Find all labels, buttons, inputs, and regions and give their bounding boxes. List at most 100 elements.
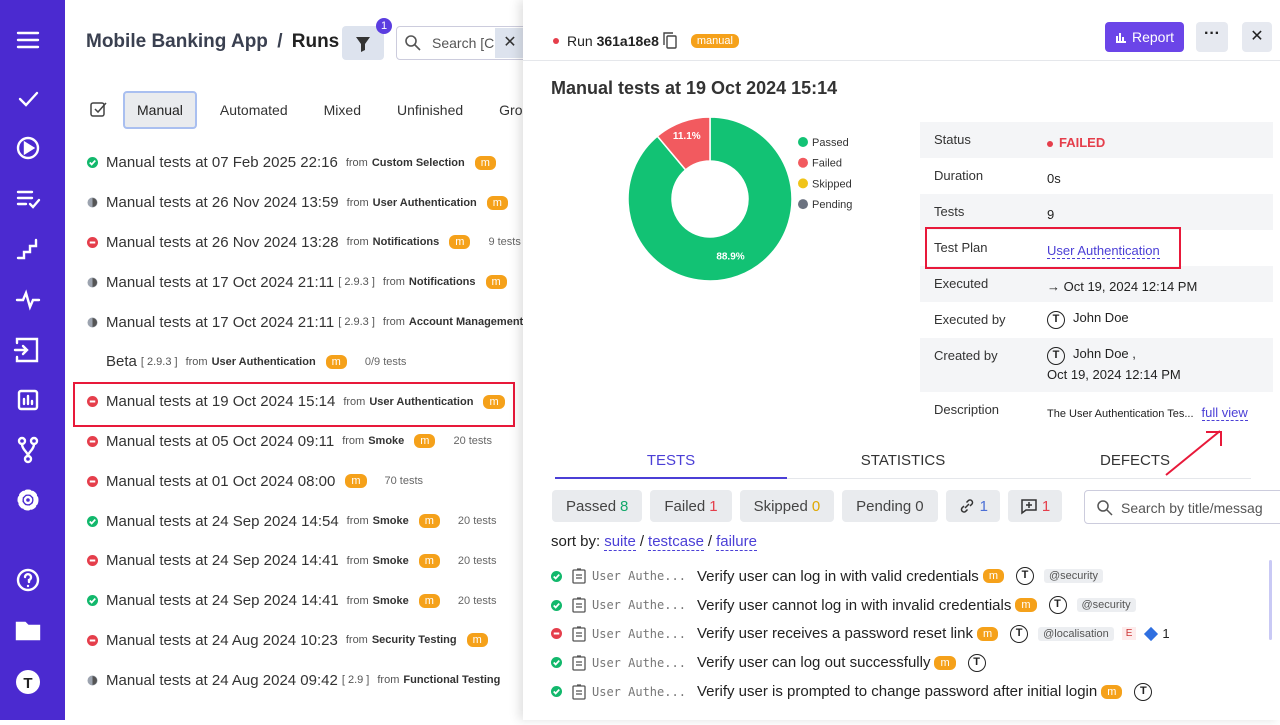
manual-badge: m [418,593,440,608]
detail-value-text: John Doe , [1073,346,1136,361]
filter-count: 8 [620,497,629,515]
test-title: Verify user can log in with valid creden… [697,567,979,585]
projects-icon[interactable] [15,621,41,641]
menu-icon[interactable] [16,31,40,49]
detail-row: Executed → Oct 19, 2024 12:14 PM [920,266,1273,302]
copy-icon[interactable] [659,32,683,50]
run-row[interactable]: Manual tests at 26 Nov 2024 13:59 from Use… [65,183,523,223]
status-icon [87,157,98,169]
run-row[interactable]: Manual tests at 01 Oct 2024 08:00 m 70 tes… [65,461,523,501]
run-id-row: Run 361a18e8 manual [553,32,745,50]
check [89,518,96,525]
run-tab[interactable]: Grou [499,102,523,118]
sort-option[interactable]: failure [716,533,757,551]
from-label: from [343,395,366,408]
analytics-icon[interactable] [17,389,39,411]
more-button[interactable]: ··· [1196,22,1228,52]
sort-option[interactable]: testcase [648,533,704,551]
run-suite: Smoke [372,554,409,567]
from-label: from [382,316,405,329]
runs-icon[interactable] [16,136,40,160]
plans-icon[interactable] [16,190,41,209]
link-filter[interactable]: 1 [945,490,1000,522]
help-icon[interactable] [16,568,40,592]
test-row[interactable]: User Authe... Verify user is prompted to … [551,677,1271,706]
run-row[interactable]: Manual tests at 17 Oct 2024 21:11[ 2.9.3… [65,262,523,302]
run-tab[interactable]: Mixed [323,102,361,118]
pulse-icon[interactable] [15,289,41,311]
run-row[interactable]: Manual tests at 24 Sep 2024 14:41 from Smo… [65,541,523,581]
test-row[interactable]: User Authe... Verify user cannot log in w… [551,591,1271,620]
detail-tab[interactable]: STATISTICS [787,452,1019,479]
run-row[interactable]: Manual tests at 17 Oct 2024 21:11[ 2.9.3… [65,302,523,342]
run-row[interactable]: Manual tests at 24 Sep 2024 14:41 from Smo… [65,581,523,621]
clear-search[interactable]: ✕ [495,28,523,58]
status-dot [1047,140,1053,147]
search-input[interactable]: Search [Cr [396,26,523,60]
test-search[interactable]: Search by title/messag [1084,490,1280,524]
run-row[interactable]: Beta[ 2.9.3 ] from User Authentication m 0/9… [65,342,523,382]
full-view-link[interactable]: full view [1201,405,1248,421]
test-row[interactable]: User Authe... Verify user can log out suc… [551,648,1271,677]
filter-pill[interactable]: Pending 0 [842,490,938,522]
run-label: Run [567,33,593,49]
detail-tabs: TESTS STATISTICS DEFECTS [555,452,1280,479]
status-icon [87,396,98,408]
filter-label: Skipped [753,497,808,515]
filter-button[interactable] [342,26,384,60]
filter-pill[interactable]: Passed 8 [552,490,643,522]
run-row[interactable]: Manual tests at 05 Oct 2024 09:11 from Smo… [65,422,523,462]
run-title: Manual tests at 26 Nov 2024 13:28 [106,233,339,251]
status-icon [87,634,98,646]
run-tab[interactable]: Unfinished [397,102,464,118]
steps-icon[interactable] [16,238,38,260]
run-row[interactable]: Manual tests at 07 Feb 2025 22:16 from Cus… [65,143,523,183]
filter-pill[interactable]: Skipped 0 [739,490,835,522]
run-tab[interactable]: Automated [219,102,288,118]
comment-filter[interactable]: 1 [1007,490,1063,522]
test-row[interactable]: User Authe... Verify user receives a pass… [551,620,1271,649]
run-row[interactable]: Manual tests at 24 Sep 2024 14:54 from Smo… [65,501,523,541]
search-icon [405,35,421,51]
filter-pill[interactable]: Failed 1 [650,490,732,522]
run-row[interactable]: Manual tests at 26 Nov 2024 13:28 from Not… [65,223,523,263]
run-version: [ 2.9.3 ] [140,355,178,368]
run-row[interactable]: Manual tests at 24 Aug 2024 09:42[ 2.9 ]… [65,660,523,700]
run-title: Manual tests at 26 Nov 2024 13:59 [106,194,339,212]
comment-count: 1 [1041,497,1051,515]
detail-value: 9 [1047,194,1054,230]
run-tab[interactable]: Manual [123,91,197,129]
run-title: Manual tests at 19 Oct 2024 15:14 [106,393,336,411]
detail-tab[interactable]: DEFECTS [1019,452,1251,479]
selected-highlight [73,382,515,427]
status-icon [87,475,98,487]
link-icon [960,499,973,513]
test-row[interactable]: User Authe... Verify user can log in with… [551,562,1271,591]
status-icon [551,628,562,640]
settings-icon[interactable] [17,489,39,511]
run-suite: Smoke [372,515,409,528]
run-title: Manual tests at 24 Sep 2024 14:41 [106,552,339,570]
test-plan-link[interactable]: User Authentication [1047,243,1160,259]
run-row[interactable]: Manual tests at 19 Oct 2024 15:14 from Use… [65,382,523,422]
select-icon[interactable] [89,99,109,119]
legend-marker [798,157,808,168]
page-name: Runs [291,31,340,52]
run-row[interactable]: Manual tests at 24 Aug 2024 10:23 from Sec… [65,621,523,661]
run-title: Manual tests at 01 Oct 2024 08:00 [106,472,336,490]
detail-tab[interactable]: TESTS [555,452,787,479]
close-button[interactable]: ✕ [1242,22,1272,52]
sort-option[interactable]: suite [604,533,636,551]
report-button[interactable]: Report [1105,22,1184,52]
filter-bar: Passed 8 Failed 1 Skipped 0 Pending 0 1 1 [552,490,1063,522]
status-icon [87,236,98,248]
annotation-arrow [1165,430,1222,476]
user-avatar[interactable] [16,670,40,694]
tests-icon[interactable] [18,91,39,107]
issue-count: 1 [1162,626,1170,642]
project-name[interactable]: Mobile Banking App [86,31,268,52]
run-version: [ 2.9 ] [341,674,370,687]
check [553,689,560,695]
import-icon[interactable] [13,337,39,363]
run-suite: User Authentication [372,196,477,209]
